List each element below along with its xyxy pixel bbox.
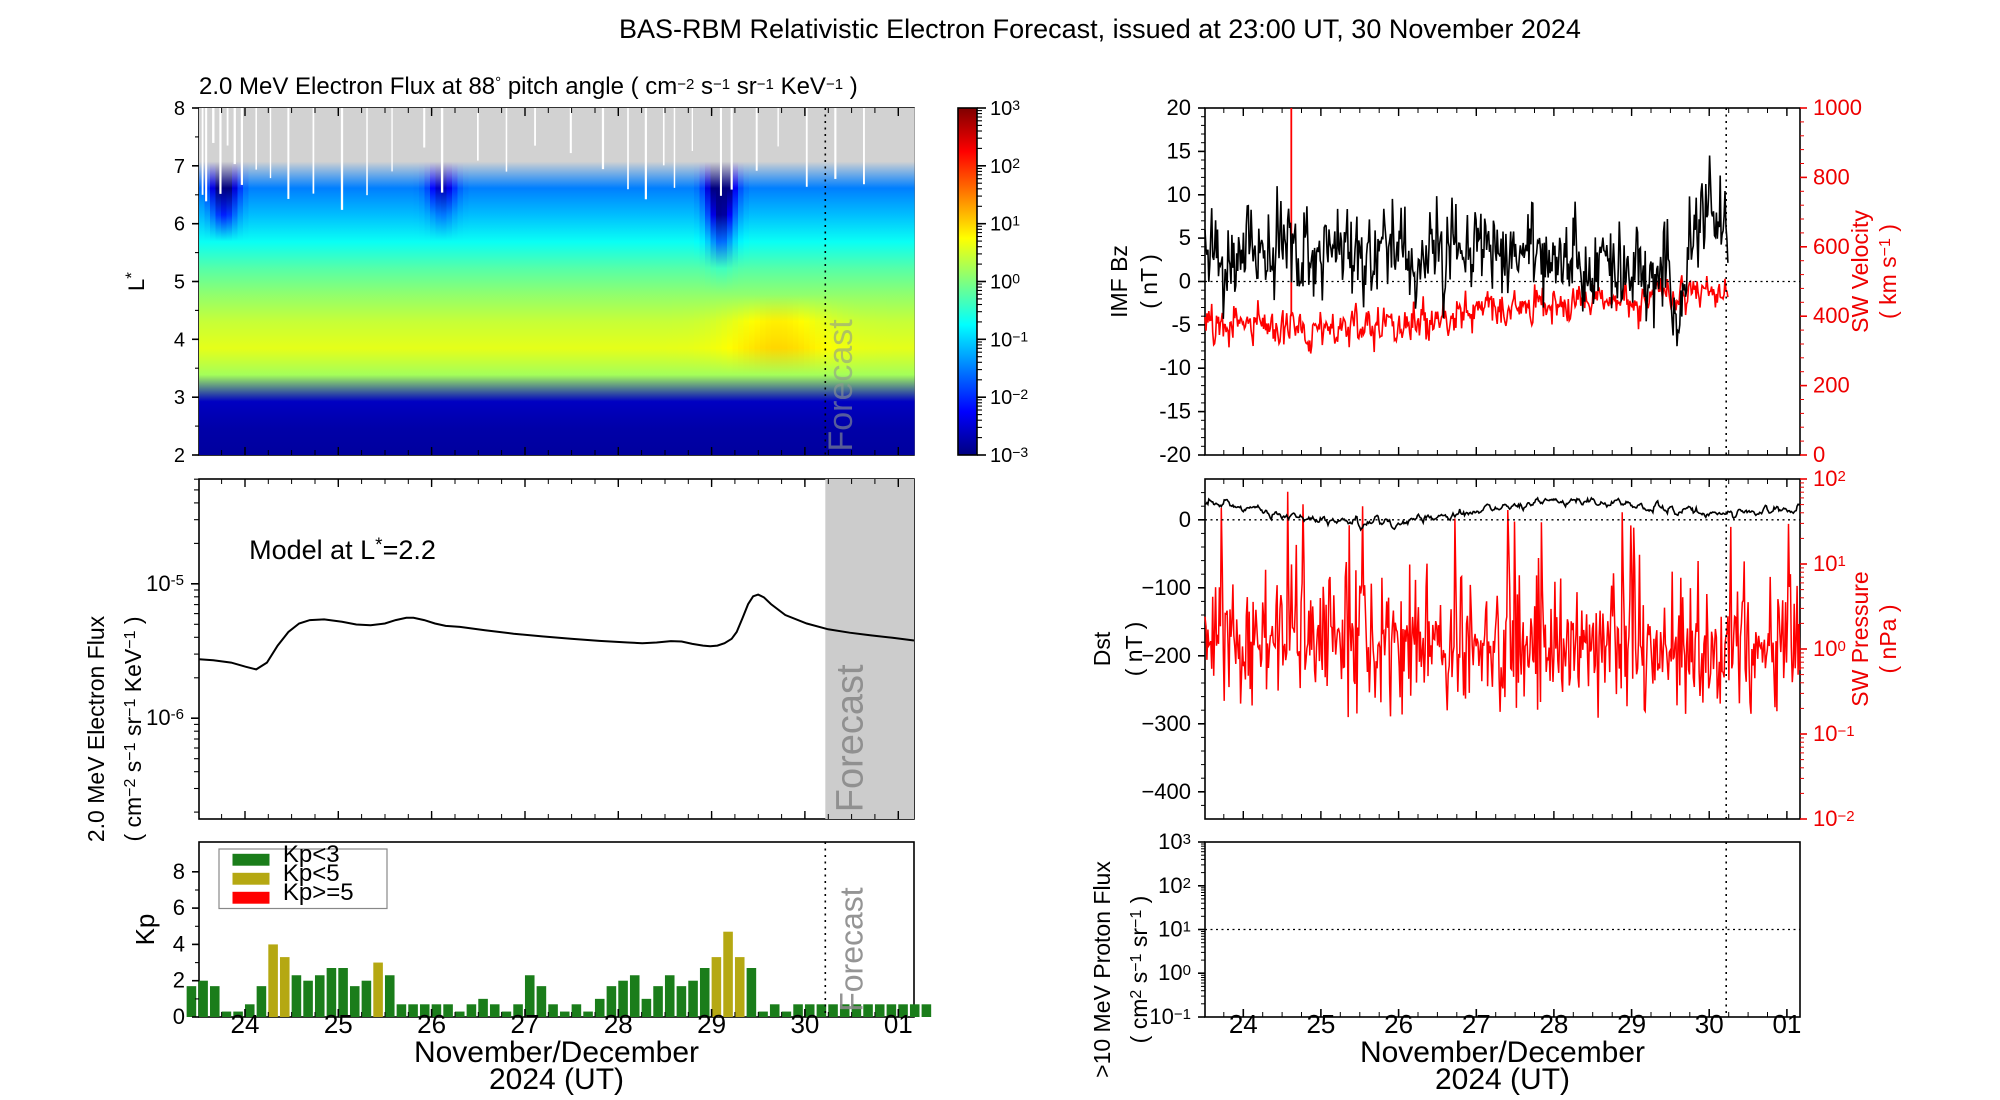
svg-text:3: 3 [174, 387, 185, 409]
svg-text:100: 100 [990, 271, 1020, 294]
svg-text:( nT ): ( nT ) [1121, 622, 1147, 677]
svg-text:10−1: 10−1 [1149, 1004, 1191, 1029]
svg-text:6: 6 [173, 895, 185, 920]
svg-text:10−1: 10−1 [1813, 721, 1855, 746]
svg-text:SW Velocity: SW Velocity [1847, 210, 1873, 333]
svg-text:2.0 MeV Electron Flux at 88°: 2.0 MeV Electron Flux at 88° pitch angle… [199, 73, 858, 100]
svg-text:0: 0 [173, 1004, 185, 1029]
svg-text:Kp>=5: Kp>=5 [283, 879, 354, 906]
svg-text:10−1: 10−1 [990, 328, 1028, 351]
svg-text:102: 102 [990, 155, 1020, 178]
svg-text:−200: −200 [1141, 643, 1191, 668]
svg-text:5: 5 [1179, 225, 1191, 250]
svg-text:2024 (UT): 2024 (UT) [1435, 1063, 1570, 1096]
svg-text:-10: -10 [1159, 355, 1191, 380]
svg-text:600: 600 [1813, 234, 1850, 259]
svg-text:103: 103 [1158, 829, 1191, 854]
svg-text:Dst: Dst [1089, 631, 1115, 666]
svg-text:01: 01 [1772, 1009, 1801, 1039]
svg-text:101: 101 [1158, 917, 1191, 942]
svg-text:7: 7 [174, 156, 185, 178]
svg-text:6: 6 [174, 214, 185, 236]
svg-text:101: 101 [1813, 551, 1846, 576]
svg-text:>10 MeV Proton Flux: >10 MeV Proton Flux [1089, 861, 1115, 1078]
svg-text:01: 01 [884, 1009, 913, 1039]
svg-text:102: 102 [1813, 466, 1846, 491]
svg-text:Model at L*=2.2: Model at L*=2.2 [249, 535, 436, 565]
svg-text:10−2: 10−2 [990, 386, 1028, 409]
svg-text:8: 8 [173, 859, 185, 884]
svg-text:0: 0 [1179, 269, 1191, 294]
svg-text:10-6: 10-6 [146, 705, 184, 730]
svg-text:100: 100 [1813, 636, 1846, 661]
svg-text:IMF Bz: IMF Bz [1106, 245, 1132, 318]
svg-text:10-5: 10-5 [146, 571, 184, 596]
svg-text:4: 4 [174, 329, 185, 351]
svg-text:20: 20 [1167, 95, 1191, 120]
svg-text:2024 (UT): 2024 (UT) [489, 1063, 624, 1096]
svg-text:8: 8 [174, 98, 185, 120]
svg-text:200: 200 [1813, 373, 1850, 398]
svg-text:103: 103 [990, 97, 1020, 120]
svg-text:Kp: Kp [130, 914, 160, 946]
svg-text:SW Pressure: SW Pressure [1847, 571, 1873, 706]
svg-text:2: 2 [173, 968, 185, 993]
svg-text:( cm2 s−1 sr−1 ): ( cm2 s−1 sr−1 ) [1126, 896, 1152, 1044]
svg-text:4: 4 [173, 931, 185, 956]
svg-text:-5: -5 [1171, 312, 1191, 337]
svg-text:( nT ): ( nT ) [1136, 254, 1162, 309]
svg-text:−300: −300 [1141, 711, 1191, 736]
svg-text:15: 15 [1167, 138, 1191, 163]
svg-text:100: 100 [1158, 960, 1191, 985]
svg-text:−100: −100 [1141, 575, 1191, 600]
svg-text:( km s−1 ): ( km s−1 ) [1875, 224, 1901, 319]
svg-text:L*: L* [122, 272, 149, 291]
svg-text:( nPa ): ( nPa ) [1875, 604, 1901, 673]
svg-text:400: 400 [1813, 303, 1850, 328]
svg-text:101: 101 [990, 213, 1020, 236]
svg-text:10: 10 [1167, 182, 1191, 207]
svg-text:5: 5 [174, 272, 185, 294]
svg-text:0: 0 [1179, 507, 1191, 532]
svg-text:1000: 1000 [1813, 95, 1862, 120]
svg-text:Forecast: Forecast [834, 887, 870, 1012]
svg-text:102: 102 [1158, 873, 1191, 898]
svg-text:800: 800 [1813, 164, 1850, 189]
